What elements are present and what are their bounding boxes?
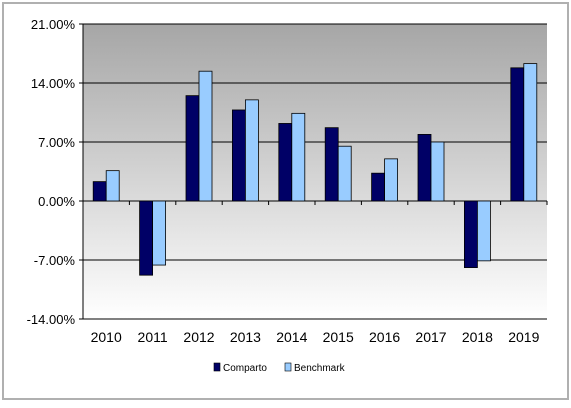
bar-comparto-2013 — [231, 109, 246, 202]
x-tick-label-2018: 2018 — [462, 329, 493, 345]
bar-comparto-2010 — [92, 181, 107, 202]
bar-comparto-2016 — [371, 172, 386, 202]
bar-benchmark-2014 — [291, 112, 306, 202]
legend-label-benchmark: Benchmark — [294, 363, 346, 374]
x-tick-label-2015: 2015 — [323, 329, 354, 345]
bar-benchmark-2013 — [244, 99, 259, 202]
y-tick-label-2: 0.00% — [38, 194, 75, 209]
bar-comparto-2014 — [278, 123, 293, 202]
bar-benchmark-2010 — [105, 170, 120, 202]
y-tick-label-5: 21.00% — [31, 17, 76, 32]
x-tick-label-2010: 2010 — [91, 329, 122, 345]
bar-benchmark-2019 — [523, 63, 538, 202]
y-tick-label-1: -7.00% — [34, 253, 76, 268]
x-tick-label-2014: 2014 — [276, 329, 307, 345]
x-tick-label-2011: 2011 — [138, 329, 168, 345]
bar-benchmark-2011 — [152, 200, 167, 266]
bar-comparto-2017 — [417, 134, 432, 202]
y-tick-label-4: 14.00% — [31, 76, 76, 91]
legend-label-comparto: Comparto — [223, 363, 267, 374]
legend-swatch-comparto — [213, 362, 221, 372]
bar-benchmark-2017 — [430, 141, 445, 202]
x-tick-label-2019: 2019 — [508, 329, 539, 345]
x-tick-labels: 2010 2011 2012 2013 2014 2015 2016 2017 2018 2019 — [91, 329, 540, 345]
bar-benchmark-2015 — [337, 145, 352, 202]
x-tick-label-2017: 2017 — [415, 329, 446, 345]
x-tick-label-2012: 2012 — [183, 329, 214, 345]
y-tick-label-3: 7.00% — [38, 135, 75, 150]
legend: Comparto Benchmark — [213, 362, 346, 374]
bar-comparto-2011 — [139, 200, 154, 276]
bars — [92, 63, 538, 276]
plot-area — [83, 24, 547, 319]
bar-comparto-2015 — [324, 127, 339, 202]
axes — [79, 23, 548, 320]
y-tick-labels: -14.00% -7.00% 0.00% 7.00% 14.00% 21.00% — [27, 17, 76, 327]
bar-benchmark-2016 — [384, 158, 399, 202]
bar-comparto-2012 — [185, 95, 200, 202]
bar-benchmark-2018 — [476, 200, 491, 262]
bar-benchmark-2012 — [198, 70, 213, 202]
x-tick-label-2013: 2013 — [230, 329, 261, 345]
y-tick-label-0: -14.00% — [27, 312, 76, 327]
bar-comparto-2019 — [510, 67, 525, 202]
bar-comparto-2018 — [463, 200, 478, 268]
legend-swatch-benchmark — [284, 362, 292, 372]
x-tick-label-2016: 2016 — [369, 329, 400, 345]
